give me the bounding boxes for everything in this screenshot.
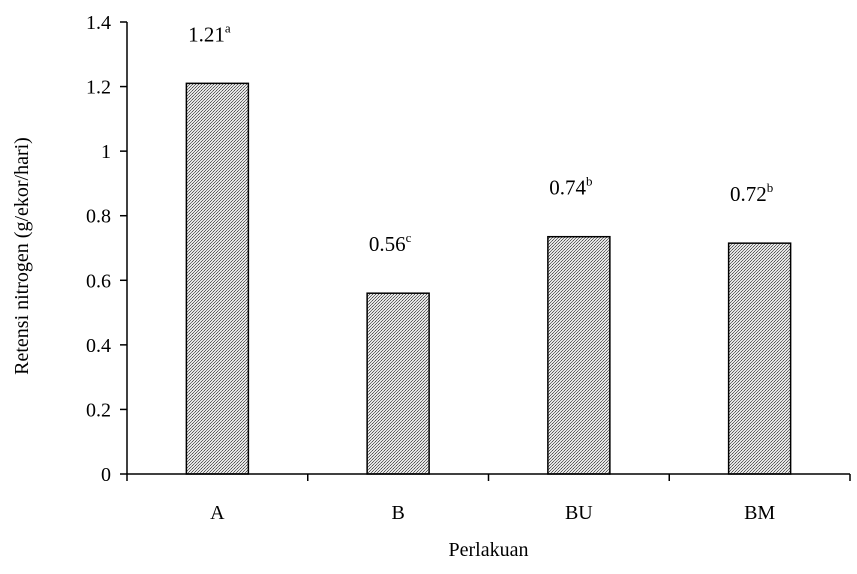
y-tick-label: 0.4 (86, 335, 111, 357)
data-label: 0.56c (369, 230, 412, 256)
x-tick-label: BU (565, 502, 593, 524)
x-axis-title: Perlakuan (449, 539, 529, 561)
x-tick-label: B (391, 502, 404, 524)
data-label-value: 0.74 (549, 176, 586, 200)
data-label-value: 0.56 (369, 232, 406, 256)
data-label: 0.74b (549, 174, 592, 200)
y-tick-label: 0.8 (86, 206, 111, 228)
y-tick-label: 0.6 (86, 270, 111, 292)
bar-BU (547, 235, 611, 475)
y-tick-label: 1 (101, 141, 111, 163)
bars-group (185, 82, 792, 475)
data-label-superscript: b (767, 180, 774, 195)
data-label-value: 1.21 (188, 22, 225, 46)
y-tick-label: 1.2 (86, 77, 111, 99)
data-label: 0.72b (730, 180, 773, 206)
bar-A (185, 82, 250, 475)
y-tick-label: 0.2 (86, 399, 111, 421)
data-label: 1.21a (188, 20, 231, 46)
data-label-superscript: c (406, 230, 412, 245)
y-ticks-group: 0 0.2 0.4 0.6 0.8 1 1.2 1.4 (86, 12, 127, 486)
x-tick-label: A (210, 502, 225, 524)
bar-BM (727, 242, 792, 475)
data-label-superscript: a (225, 20, 231, 35)
x-ticks-group: A B BU BM (126, 474, 851, 524)
data-label-superscript: b (586, 174, 593, 189)
y-tick-label: 1.4 (86, 12, 111, 34)
x-tick-label: BM (744, 502, 775, 524)
y-axis-title: Retensi nitrogen (g/ekor/hari) (11, 137, 33, 375)
data-label-value: 0.72 (730, 182, 767, 206)
bar-B (366, 292, 430, 475)
y-tick-label: 0 (101, 464, 111, 486)
